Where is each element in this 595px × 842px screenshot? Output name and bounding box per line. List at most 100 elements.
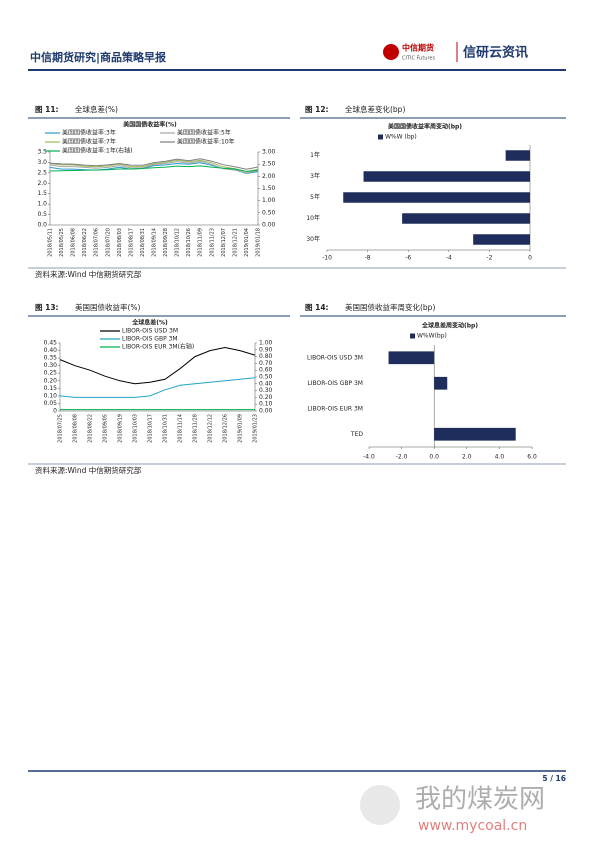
y-tick-label: 1.5 [37, 190, 47, 197]
x-tick-label: 2018/08/31 [140, 228, 146, 257]
y-tick-label: 0.15 [44, 385, 58, 392]
watermark-name: 我的煤炭网 [415, 785, 545, 815]
y-tick-label: 0 [53, 408, 57, 415]
x-tick-label: 2018/08/08 [73, 414, 79, 443]
x-tick-label: 2018/07/20 [105, 228, 111, 257]
x-tick-label: 2018/12/21 [232, 228, 238, 257]
x-tick-label: 2018/09/19 [118, 414, 124, 443]
chart-title: 美国国债收益率周变动(bp) [387, 123, 462, 131]
y2-tick-label: 0.00 [259, 408, 273, 415]
bar [402, 213, 530, 224]
legend-label: 美国国债收益率:7年 [62, 138, 116, 146]
y-tick-label: 0.25 [44, 370, 58, 377]
bar [363, 171, 530, 182]
category-label: TED [350, 431, 363, 438]
x-tick-label: 2018/11/28 [193, 414, 199, 443]
x-tick-label: 2018/09/05 [103, 414, 109, 443]
y2-tick-label: 1.00 [262, 197, 276, 204]
legend-label: W%W (bp) [385, 134, 417, 141]
legend-label: 美国国债收益率:3年 [62, 129, 116, 137]
chart-title: 美国国债收益率(%) [122, 121, 177, 129]
series-line [59, 377, 256, 398]
bar [434, 376, 448, 390]
y-tick-label: 2.0 [37, 180, 47, 187]
y2-tick-label: 0.70 [259, 360, 273, 367]
brand: 信研云资讯 [463, 45, 528, 61]
bar [434, 427, 516, 441]
x-tick-label: 2018/12/07 [221, 228, 227, 257]
y2-tick-label: 1.50 [262, 185, 276, 192]
category-label: 3年 [310, 172, 320, 180]
source: 资料来源:Wind 中信期货研究部 [35, 269, 142, 279]
x-tick-label: 2018/08/22 [88, 414, 94, 443]
legend-label: 美国国债收益率:5年 [177, 129, 231, 137]
y-tick-label: 0.20 [44, 377, 58, 384]
legend-label: LIBOR-OIS USD 3M [122, 328, 178, 335]
x-tick-label: 2018/11/14 [178, 414, 184, 443]
category-label: 10年 [306, 214, 320, 222]
category-label: LIBOR-OIS GBP 3M [307, 380, 363, 387]
y2-tick-label: 0.50 [262, 209, 276, 216]
watermark-logo [360, 785, 400, 825]
legend-swatch [410, 333, 415, 339]
y2-tick-label: 0.80 [259, 353, 273, 360]
y-tick-label: 0.35 [44, 355, 58, 362]
legend-label: 美国国债收益率:10年 [177, 138, 235, 146]
y-tick-label: 0.40 [44, 347, 58, 354]
series-line [49, 158, 259, 170]
series-line [59, 346, 256, 385]
y2-tick-label: 0.50 [259, 374, 273, 381]
legend-swatch [378, 134, 383, 140]
y-tick-label: 3.0 [37, 159, 47, 166]
bar [505, 150, 530, 161]
legend-label: W%W(bp) [417, 333, 447, 340]
x-tick-label: 2018/08/03 [117, 228, 123, 257]
header-title: 中信期货研究|商品策略早报 [30, 50, 167, 64]
y2-tick-label: 0.60 [259, 367, 273, 374]
y-tick-label: 1.0 [37, 201, 47, 208]
y2-tick-label: 3.00 [262, 149, 276, 156]
figure-label: 图 11: [35, 105, 59, 114]
y2-tick-label: 0.00 [262, 222, 276, 229]
x-tick-label: -4 [446, 255, 452, 262]
x-tick-label: 2018/07/25 [58, 414, 64, 443]
y-tick-label: 0.05 [44, 400, 58, 407]
bar [388, 351, 435, 365]
category-label: 1年 [310, 151, 320, 159]
x-tick-label: 6.0 [527, 454, 537, 461]
x-tick-label: 2018/09/28 [163, 228, 169, 257]
y-tick-label: 3.5 [37, 149, 47, 156]
y2-tick-label: 0.30 [259, 387, 273, 394]
x-tick-label: 2018/10/03 [133, 414, 139, 443]
legend-label: LIBOR-OIS GBP 3M [122, 336, 178, 343]
figure-caption: 全球息差(%) [75, 104, 118, 114]
category-label: LIBOR-OIS USD 3M [307, 354, 363, 361]
y2-tick-label: 0.40 [259, 380, 273, 387]
y2-tick-label: 0.10 [259, 401, 273, 408]
figure-caption: 美国国债收益率(%) [75, 302, 141, 312]
y-tick-label: 0.5 [37, 211, 47, 218]
y2-tick-label: 2.00 [262, 173, 276, 180]
series-line [49, 165, 259, 173]
x-tick-label: 4.0 [495, 454, 505, 461]
x-tick-label: 2019/01/18 [256, 228, 262, 257]
y2-tick-label: 2.50 [262, 161, 276, 168]
bar [473, 234, 530, 245]
figure-label: 图 12: [305, 105, 329, 114]
x-tick-label: 2018/05/25 [59, 228, 65, 257]
x-tick-label: 2018/06/22 [82, 228, 88, 257]
x-tick-label: 0 [528, 255, 532, 262]
x-tick-label: 2018/06/08 [71, 228, 77, 257]
x-tick-label: -4.0 [363, 454, 375, 461]
y-tick-label: 0.10 [44, 392, 58, 399]
logo-icon [383, 44, 399, 60]
watermark-url: www.mycoal.cn [418, 818, 527, 834]
x-tick-label: 2018/10/12 [175, 228, 181, 257]
x-tick-label: 2018/09/14 [152, 228, 158, 257]
y-tick-label: 2.5 [37, 169, 47, 176]
logo-cn: 中信期货 [402, 43, 434, 53]
x-tick-label: -6 [405, 255, 411, 262]
chart-title: 全球息差周变动(bp) [421, 322, 478, 330]
figure-label: 图 13: [35, 303, 59, 312]
y-tick-label: 0.0 [37, 222, 47, 229]
